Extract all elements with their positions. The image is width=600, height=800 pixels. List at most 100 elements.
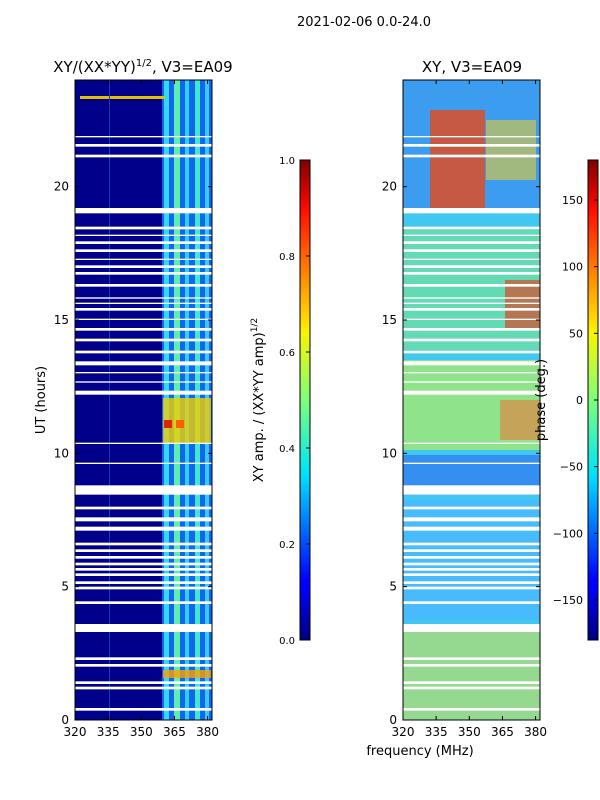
amplitude-flagged-row-23	[75, 372, 212, 374]
amplitude-colorbar-ticks: 0.0 0.2 0.4 0.6 0.8 1.0	[279, 156, 310, 647]
phase-flagged-row-27	[403, 328, 540, 331]
phase-colorbar-tick-label: −150	[553, 594, 583, 607]
phase-flagged-row-42	[403, 144, 540, 147]
amplitude-panel-title: XY/(XX*YY)1/2, V3=EA09	[53, 58, 232, 76]
phase-flagged-row-13	[403, 549, 540, 552]
phase-flagged-row-15	[403, 526, 540, 531]
phase-flagged-row-1	[403, 686, 540, 690]
phase-x-tick-label: 380	[524, 725, 547, 739]
amplitude-flagged-row-4	[75, 657, 212, 660]
amplitude-y-tick-label: 5	[61, 580, 69, 594]
amplitude-flagged-row-24	[75, 361, 212, 366]
phase-flagged-row-31	[403, 297, 540, 299]
amplitude-y-tick-label: 15	[54, 313, 69, 327]
amplitude-flagged-row-34	[75, 265, 212, 268]
phase-y-tick-label: 20	[382, 180, 397, 194]
phase-flagged-row-8	[403, 581, 540, 584]
phase-plot-frame	[402, 79, 541, 721]
amplitude-x-tick-label: 335	[97, 725, 120, 739]
amplitude-hot-patch-4	[163, 670, 211, 678]
amplitude-flagged-row-17	[75, 506, 212, 510]
phase-flagged-row-4	[403, 657, 540, 660]
amplitude-colorbar-tick-label: 0.4	[279, 444, 295, 455]
amplitude-x-tick-label: 320	[64, 725, 87, 739]
amplitude-x-tick-label: 350	[130, 725, 153, 739]
phase-flagged-row-6	[403, 601, 540, 604]
phase-flagged-row-16	[403, 517, 540, 522]
amplitude-colorbar-label: XY amp. / (XX*YY amp)1/2	[250, 318, 267, 482]
phase-flagged-row-2	[403, 681, 540, 684]
phase-panel: XY, V3=EA09 320 335 350 365 380 0 5 10 15 20	[382, 58, 547, 739]
phase-flagged-row-39	[403, 226, 540, 230]
phase-flagged-row-11	[403, 562, 540, 566]
amplitude-flagged-row-30	[75, 302, 212, 304]
amplitude-flagged-row-11	[75, 562, 212, 566]
amplitude-vertical-line	[109, 80, 110, 720]
phase-flagged-row-0	[403, 708, 540, 711]
amplitude-flagged-row-12	[75, 556, 212, 559]
amplitude-flagged-row-15	[75, 526, 212, 531]
phase-flagged-row-7	[403, 586, 540, 590]
amplitude-flagged-row-35	[75, 258, 212, 260]
amplitude-colorbar: 0.0 0.2 0.4 0.6 0.8 1.0 XY amp. / (XX*YY amp)…	[250, 156, 311, 647]
phase-region-right-red	[505, 280, 540, 330]
amplitude-flagged-row-43	[75, 136, 212, 138]
amplitude-flagged-row-10	[75, 568, 212, 571]
phase-region-right-red-2	[500, 400, 540, 440]
phase-flagged-row-14	[403, 542, 540, 546]
phase-flagged-row-43	[403, 136, 540, 138]
amplitude-hot-patch-3	[176, 420, 184, 428]
phase-region-upper-red	[430, 110, 485, 208]
amplitude-flagged-row-26	[75, 338, 212, 342]
phase-flagged-row-40	[403, 208, 540, 214]
phase-colorbar-tick-label: 150	[562, 194, 583, 207]
amplitude-flagged-row-21	[75, 390, 212, 395]
amplitude-flagged-row-32	[75, 284, 212, 287]
phase-colorbar: −150 −100 −50 0 50 100 150 phase (deg.)	[534, 159, 599, 641]
amplitude-flagged-row-27	[75, 328, 212, 331]
amplitude-flagged-row-8	[75, 581, 212, 584]
phase-flagged-row-30	[403, 302, 540, 304]
amplitude-y-ticks: 0 5 10 15 20	[54, 180, 212, 727]
phase-x-tick-label: 350	[458, 725, 481, 739]
phase-flagged-row-35	[403, 258, 540, 260]
shared-x-axis-label: frequency (MHz)	[366, 744, 473, 759]
phase-colorbar-tick-label: −50	[560, 461, 583, 474]
amplitude-flagged-rows	[75, 136, 212, 711]
amplitude-flagged-row-33	[75, 272, 212, 275]
amplitude-flagged-row-40	[75, 208, 212, 214]
phase-colorbar-ticks: −150 −100 −50 0 50 100 150	[553, 194, 598, 607]
phase-flagged-row-19	[403, 462, 540, 464]
amplitude-flagged-row-39	[75, 226, 212, 230]
phase-region-upper-yellow	[486, 120, 536, 180]
phase-flagged-row-21	[403, 390, 540, 395]
phase-flagged-rows	[403, 136, 540, 711]
amplitude-flagged-row-41	[75, 154, 212, 158]
phase-flagged-row-25	[403, 350, 540, 354]
amplitude-flagged-row-29	[75, 308, 212, 311]
amplitude-colorbar-tick-label: 1.0	[279, 156, 295, 167]
amplitude-y-axis-label: UT (hours)	[34, 366, 49, 434]
phase-x-ticks: 320 335 350 365 380	[392, 80, 547, 739]
phase-flagged-row-29	[403, 308, 540, 311]
amplitude-flagged-row-9	[75, 573, 212, 576]
amplitude-colorbar-tick-label: 0.8	[279, 252, 295, 263]
amplitude-plot-frame	[74, 79, 213, 721]
phase-flagged-row-23	[403, 372, 540, 374]
phase-y-tick-label: 0	[389, 713, 397, 727]
amplitude-flagged-row-14	[75, 542, 212, 546]
phase-flagged-row-12	[403, 556, 540, 559]
phase-flagged-row-22	[403, 381, 540, 383]
phase-flagged-row-9	[403, 573, 540, 576]
phase-flagged-row-18	[403, 485, 540, 495]
amplitude-flagged-row-5	[75, 624, 212, 632]
amplitude-flagged-row-18	[75, 485, 212, 495]
amplitude-hot-line	[80, 96, 165, 99]
amplitude-flagged-row-36	[75, 249, 212, 252]
amplitude-flagged-row-38	[75, 234, 212, 236]
phase-heatmap	[402, 79, 541, 721]
amplitude-flagged-row-31	[75, 297, 212, 299]
phase-x-tick-label: 335	[425, 725, 448, 739]
phase-flagged-row-24	[403, 361, 540, 366]
